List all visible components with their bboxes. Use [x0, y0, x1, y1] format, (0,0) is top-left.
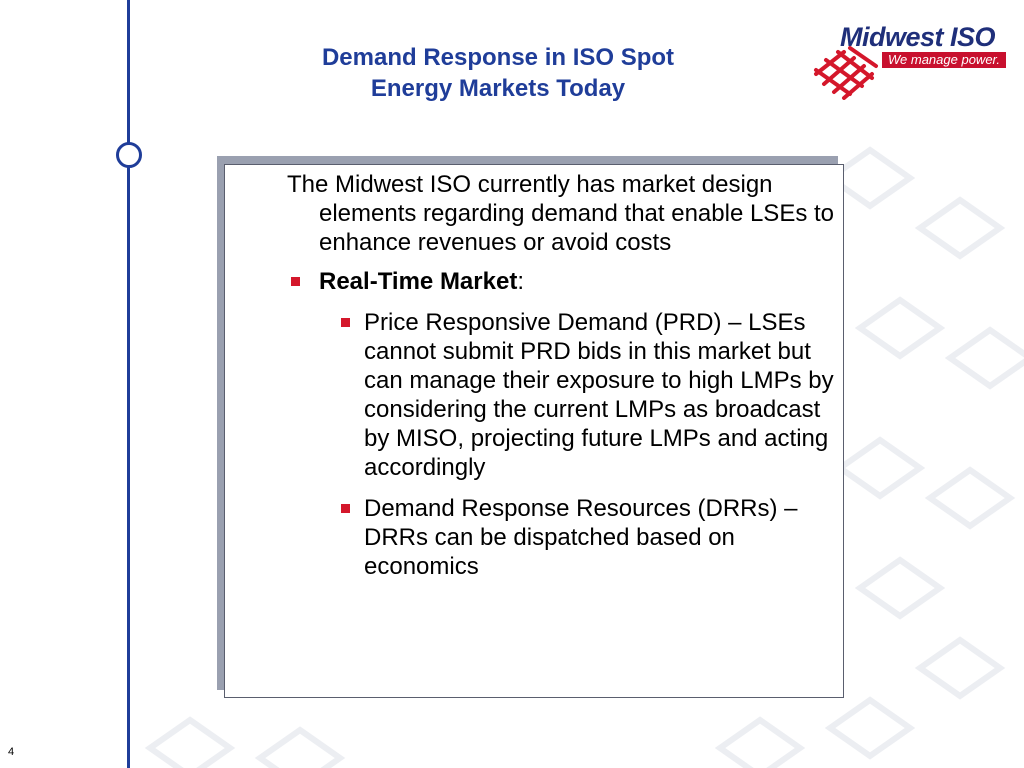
logo-brand-text: Midwest ISO: [840, 22, 996, 52]
slide-title-line-2: Energy Markets Today: [370, 75, 626, 102]
left-vertical-rule: [127, 0, 130, 768]
content-box: [224, 164, 844, 698]
sub-bullet-text: Price Responsive Demand (PRD) – LSEs can…: [364, 309, 834, 481]
sub-bullet-drr: Demand Response Resources (DRRs) – DRRs …: [287, 494, 837, 581]
red-square-bullet-icon: [341, 504, 350, 513]
midwest-iso-logo: Midwest ISO We manage power.: [810, 22, 1010, 102]
sub-bullet-text: Demand Response Resources (DRRs) – DRRs …: [364, 495, 798, 580]
page-number: 4: [8, 746, 15, 758]
intro-paragraph: The Midwest ISO currently has market des…: [287, 171, 835, 256]
slide-title-line-1: Demand Response in ISO Spot: [321, 44, 675, 71]
bullet-real-time-market: Real-Time Market:: [287, 267, 837, 296]
sub-bullet-prd: Price Responsive Demand (PRD) – LSEs can…: [287, 308, 837, 482]
left-rule-circle: [116, 142, 142, 168]
red-square-bullet-icon: [341, 318, 350, 327]
red-square-bullet-icon: [291, 277, 300, 286]
section-suffix: :: [517, 268, 524, 295]
logo-mesh-icon: [814, 46, 878, 100]
slide-title: Demand Response in ISO Spot Energy Marke…: [250, 42, 746, 104]
section-label: Real-Time Market: [319, 268, 518, 295]
logo-tagline: We manage power.: [882, 52, 1007, 68]
content-text: The Midwest ISO currently has market des…: [287, 170, 837, 593]
